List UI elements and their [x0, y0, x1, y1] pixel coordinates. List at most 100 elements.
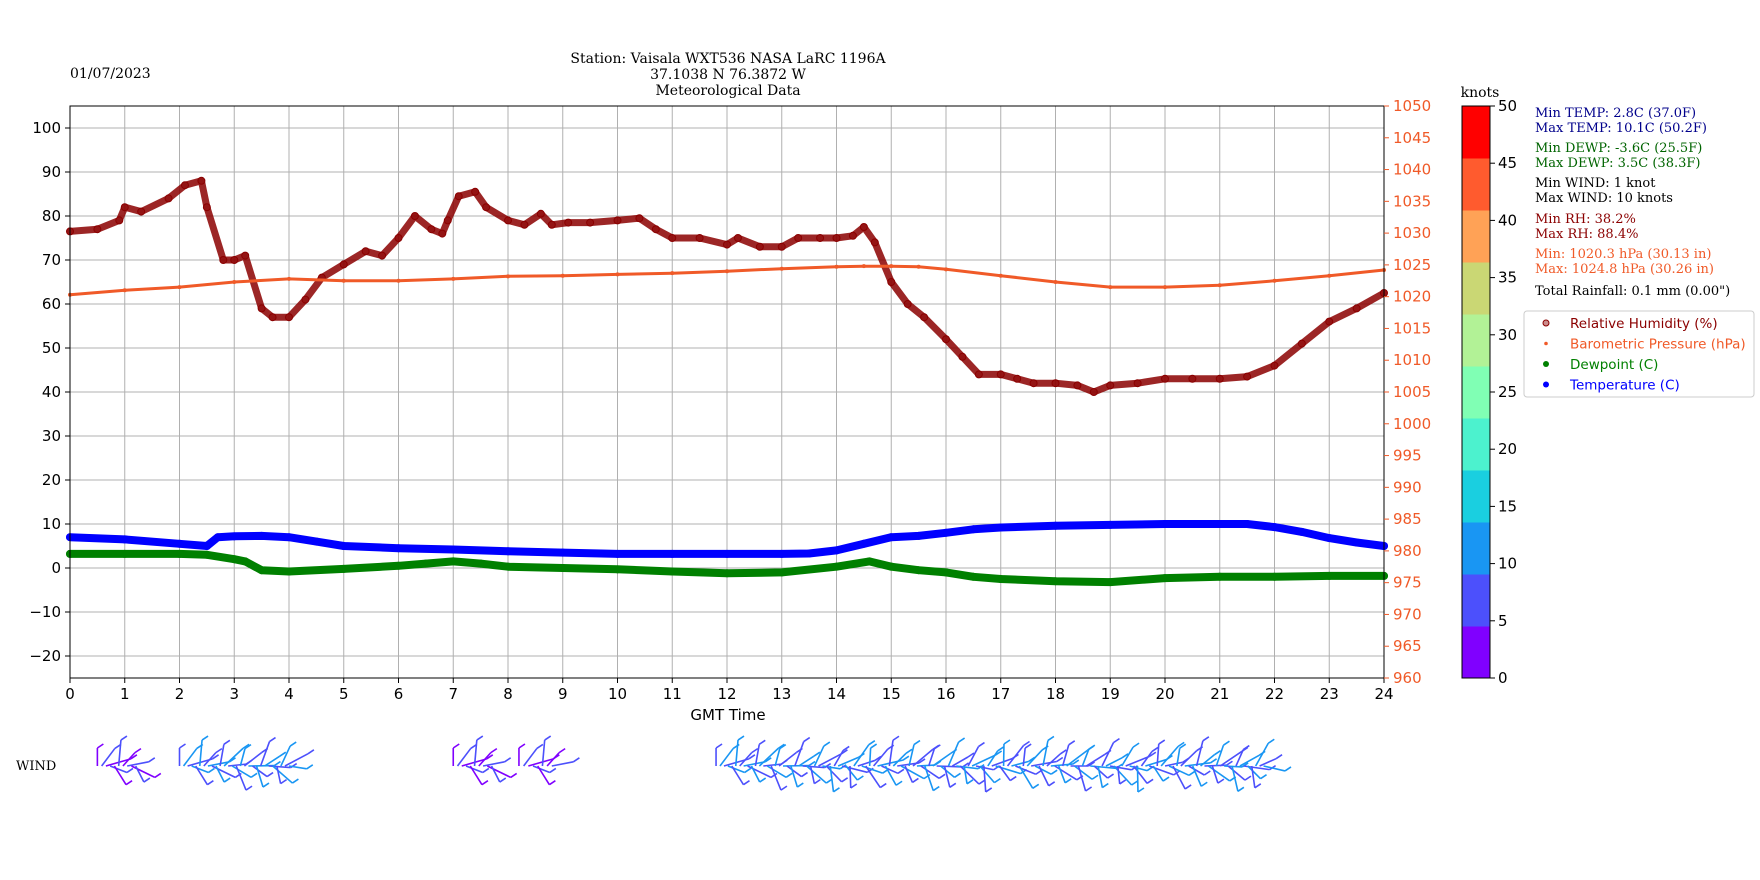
- wind-barb: [998, 765, 1011, 782]
- wind-barb-flag: [307, 749, 315, 755]
- wind-barb: [252, 765, 268, 778]
- wind-barb: [916, 764, 935, 767]
- wind-barb-flag: [737, 735, 745, 741]
- axes: 0 1 2 3 4 5 6 7 8 9 10 11 12 13 14 15 16 17 18 19 20 21 22 23 24…: [29, 97, 1431, 703]
- data-point: [733, 234, 742, 242]
- data-point: [257, 531, 266, 540]
- wind-barb-flag: [1241, 762, 1249, 768]
- wind-barb-flag: [223, 739, 231, 745]
- wind-barb: [228, 763, 247, 767]
- wind-barb-flag: [1091, 774, 1099, 780]
- wind-barb: [1145, 758, 1167, 767]
- wind-barb: [231, 765, 252, 779]
- data-point: [670, 271, 675, 276]
- data-point: [287, 276, 291, 281]
- wind-barb-flag: [1177, 741, 1185, 748]
- wind-barb-flag: [796, 782, 804, 788]
- y-right-tick-label: 1050: [1393, 97, 1431, 115]
- wind-barb-flag: [548, 779, 556, 786]
- x-tick-label: 9: [558, 685, 568, 703]
- y-right-tick-label: 960: [1393, 669, 1422, 687]
- wind-barb: [1172, 765, 1186, 790]
- wind-barb-flag: [242, 743, 250, 749]
- colorbar-tick-label: 20: [1498, 440, 1517, 458]
- wind-barb: [211, 765, 236, 779]
- wind-barb-flag: [938, 773, 946, 779]
- wind-barb-flag: [1188, 770, 1196, 776]
- wind-barb-flag: [1149, 751, 1157, 757]
- wind-barb: [1074, 765, 1093, 780]
- data-point: [859, 223, 868, 231]
- data-point: [1243, 372, 1252, 381]
- data-point: [914, 531, 923, 540]
- data-point: [301, 295, 310, 304]
- wind-barb: [255, 765, 264, 788]
- wind-barb: [223, 747, 244, 767]
- wind-barb-flag: [289, 741, 297, 747]
- wind-barb: [822, 765, 841, 770]
- data-point: [122, 288, 127, 293]
- data-point: [180, 181, 189, 190]
- wind-barb: [766, 765, 787, 779]
- wind-barb-flag: [1184, 784, 1192, 790]
- wind-barb: [1227, 765, 1246, 781]
- wind-barb: [469, 765, 483, 786]
- wind-barb-flag: [134, 747, 142, 754]
- data-point: [996, 575, 1005, 583]
- data-point: [558, 548, 567, 557]
- wind-barb-flag: [1085, 786, 1093, 792]
- data-point: [942, 568, 950, 577]
- data-point: [944, 267, 948, 272]
- wind-barb: [1093, 765, 1109, 779]
- data-point: [476, 559, 485, 568]
- wind-barb-flag: [266, 771, 274, 778]
- wind-barb: [912, 748, 934, 767]
- wind-barb-flag: [870, 743, 878, 749]
- wind-barb: [845, 765, 858, 781]
- y-right-tick-label: 965: [1393, 637, 1422, 655]
- data-point: [1051, 577, 1060, 586]
- wind-barb-flag: [1056, 756, 1064, 763]
- colorbar-label: knots: [1461, 85, 1500, 101]
- wind-barb-flag: [759, 777, 767, 783]
- data-point: [942, 528, 950, 537]
- wind-barb: [1081, 748, 1090, 767]
- wind-barb: [758, 747, 779, 767]
- wind-barb: [122, 752, 136, 767]
- wind-barb: [478, 752, 492, 767]
- legend: Relative Humidity (%) Barometric Pressure…: [1523, 310, 1755, 398]
- y-right-tick-label: 1010: [1393, 351, 1431, 369]
- wind-barb: [829, 765, 835, 792]
- data-point: [1013, 374, 1022, 383]
- x-tick-label: 24: [1374, 685, 1393, 703]
- wind-barb: [1215, 744, 1225, 767]
- wind-barb-flag: [1072, 759, 1080, 765]
- data-point: [1215, 374, 1224, 383]
- wind-barb-flag: [244, 743, 252, 750]
- y-right-tick-label: 980: [1393, 542, 1422, 560]
- x-tick-label: 16: [936, 685, 955, 703]
- wind-barb-flag: [779, 743, 787, 750]
- x-tick-label: 2: [175, 685, 185, 703]
- title-line-2: 37.1038 N 76.3872 W: [650, 67, 806, 83]
- data-point: [536, 209, 545, 218]
- wind-barb-flag: [842, 745, 850, 752]
- data-point: [257, 566, 266, 575]
- wind-barb: [770, 765, 782, 791]
- legend-entry: Relative Humidity (%): [1570, 316, 1718, 332]
- wind-barb-flag: [504, 757, 512, 763]
- wind-barb-flag: [490, 747, 498, 754]
- data-point: [202, 550, 211, 559]
- data-point: [834, 264, 839, 269]
- wind-barb-flag: [250, 772, 258, 778]
- wind-barb-flag: [1132, 742, 1140, 748]
- data-point: [232, 280, 237, 285]
- wind-barb: [739, 752, 753, 767]
- x-tick-label: 10: [608, 685, 627, 703]
- data-point: [668, 234, 677, 242]
- data-point: [859, 539, 868, 548]
- y-right-tick-label: 985: [1393, 510, 1422, 528]
- wind-barb: [872, 748, 889, 767]
- data-point: [547, 220, 556, 229]
